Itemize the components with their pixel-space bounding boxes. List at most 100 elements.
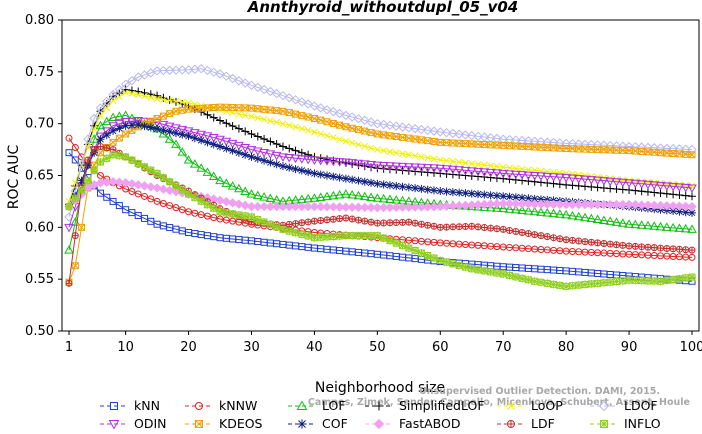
series-point-lof [265,193,276,203]
series-point-ldof [240,78,250,88]
series-point-fastabod [555,199,565,210]
series-point-ldf [65,279,73,287]
series-point-loop [424,154,432,162]
legend-swatch-marker [108,420,120,430]
series-point-loop [304,126,312,134]
series-point-simplifiedlof [448,170,457,179]
series-point-ldof [278,90,288,101]
series-point-ldf [367,218,375,226]
series-point-simplifiedlof [222,119,231,128]
series-point-odin [290,154,301,164]
series-point-simplifiedlof [455,170,464,179]
series-point-loop [575,171,583,179]
series-point-kdeos [323,118,331,126]
series-point-odin [542,172,553,182]
series-point-ldf [430,222,438,230]
series-point-odin [234,141,244,151]
series-point-odin [158,120,169,130]
series-point-ldf [619,241,627,249]
series-point-ldof [196,64,206,74]
series-point-loop [405,151,413,159]
series-point-inflo [65,202,73,211]
series-point-ldof [548,137,559,148]
series-point-cof [411,184,420,193]
series-point-cof [505,192,514,201]
series-point-lof [542,208,553,217]
series-point-cof [669,206,678,215]
series-point-fastabod [429,201,439,212]
series-point-odin [265,150,276,159]
series-point-cof [461,189,470,198]
series-point-ldf [71,232,79,240]
series-point-odin [504,170,515,179]
series-point-fastabod [517,199,527,209]
series-point-knn [103,193,111,201]
legend-label-knnw: kNNW [219,398,257,413]
series-point-ldf [682,246,690,254]
series-point-ldf [606,240,614,248]
series-point-odin [599,177,609,186]
series-point-fastabod [680,201,691,212]
y-tick-label: 0.75 [25,65,54,80]
series-point-knnw [191,209,199,217]
series-point-ldof [83,134,93,144]
series-point-odin [643,180,653,190]
series-point-loop [355,141,362,148]
series-point-cof [518,193,527,202]
series-point-simplifiedlof [278,142,287,151]
series-point-fastabod [227,198,238,208]
series-point-cof [323,171,332,180]
series-point-simplifiedlof [197,107,206,116]
series-point-knnw [688,253,696,261]
series-point-simplifiedlof [442,169,451,178]
series-point-fastabod [618,199,628,210]
series-point-fastabod [127,179,137,189]
series-point-odin [410,163,420,173]
series-point-loop [380,147,387,154]
series-point-simplifiedlof [272,139,281,148]
series-point-lof [227,181,238,190]
series-point-simplifiedlof [436,169,445,178]
series-point-ldf [537,232,545,240]
series-point-ldof [152,66,162,76]
series-point-lof [378,193,389,203]
legend-swatch-marker [195,402,203,410]
series-point-cof [499,192,508,201]
series-point-loop [374,146,381,153]
series-point-ldf [461,223,469,230]
series-point-ldf [317,217,325,224]
series-point-lof [630,219,641,229]
legend-swatch-marker [110,402,118,410]
legend-label-simplifiedlof: SimplifiedLOF [399,398,485,413]
series-point-odin [202,132,213,141]
series-point-odin [278,153,288,162]
series-point-ldf [449,223,457,231]
series-point-kdeos [166,110,174,118]
series-point-inflo [612,277,621,286]
series-point-inflo [581,280,590,289]
x-axis-label: Neighborhood size [315,380,445,396]
series-point-knnw [71,144,79,152]
series-point-fastabod [674,201,685,211]
legend-item-simplifiedlof: SimplifiedLOF [365,398,485,413]
series-point-cof [536,195,545,204]
series-point-ldf [304,218,312,226]
series-point-lof [492,203,502,212]
series-point-lof [680,223,691,233]
series-point-ldof [284,93,294,103]
series-point-fastabod [504,198,515,209]
series-point-fastabod [385,202,395,213]
series-point-simplifiedlof [467,172,476,181]
series-point-cof [681,208,690,217]
series-point-ldof [64,212,74,222]
series-point-ldof [580,139,590,150]
series-point-ldof [366,117,376,127]
series-point-lof [240,186,251,195]
series-point-ldof [385,120,395,131]
series-point-simplifiedlof [474,172,483,181]
series-point-loop [185,99,192,107]
series-point-ldf [506,227,514,234]
series-point-odin [674,183,685,192]
series-point-ldof [221,71,232,81]
